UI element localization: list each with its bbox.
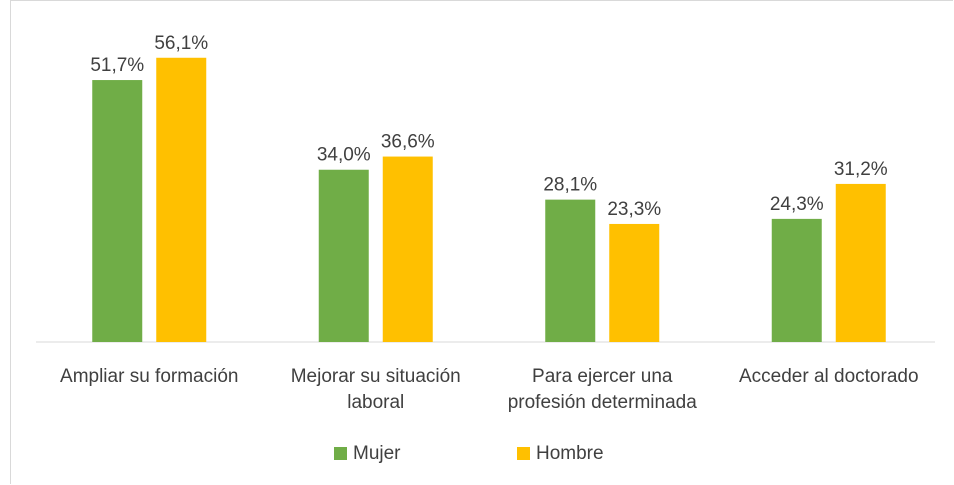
bar xyxy=(835,183,886,342)
x-tick-label: Para ejercer una profesión determinada xyxy=(507,366,697,413)
legend-swatch xyxy=(517,447,530,460)
legend-label: Mujer xyxy=(353,443,401,464)
bar xyxy=(545,199,596,342)
value-label: 23,3% xyxy=(607,199,661,220)
bar xyxy=(382,156,433,342)
value-label: 34,0% xyxy=(317,145,371,166)
bar xyxy=(156,57,207,342)
legend-label: Hombre xyxy=(536,443,604,464)
x-tick-label: Acceder al doctorado xyxy=(738,366,919,387)
value-label: 51,7% xyxy=(90,55,144,76)
value-label: 28,1% xyxy=(543,175,597,196)
x-tick-label: Ampliar su formación xyxy=(60,366,239,387)
bar xyxy=(318,169,369,342)
bar xyxy=(771,218,822,342)
bar xyxy=(609,223,660,342)
value-label: 36,6% xyxy=(381,132,435,153)
value-label: 56,1% xyxy=(154,33,208,54)
bar xyxy=(92,80,143,342)
chart-frame xyxy=(10,0,953,484)
x-tick-label: Mejorar su situación laboral xyxy=(290,366,461,413)
value-label: 24,3% xyxy=(770,194,824,215)
legend-swatch xyxy=(334,447,347,460)
value-label: 31,2% xyxy=(834,159,888,180)
